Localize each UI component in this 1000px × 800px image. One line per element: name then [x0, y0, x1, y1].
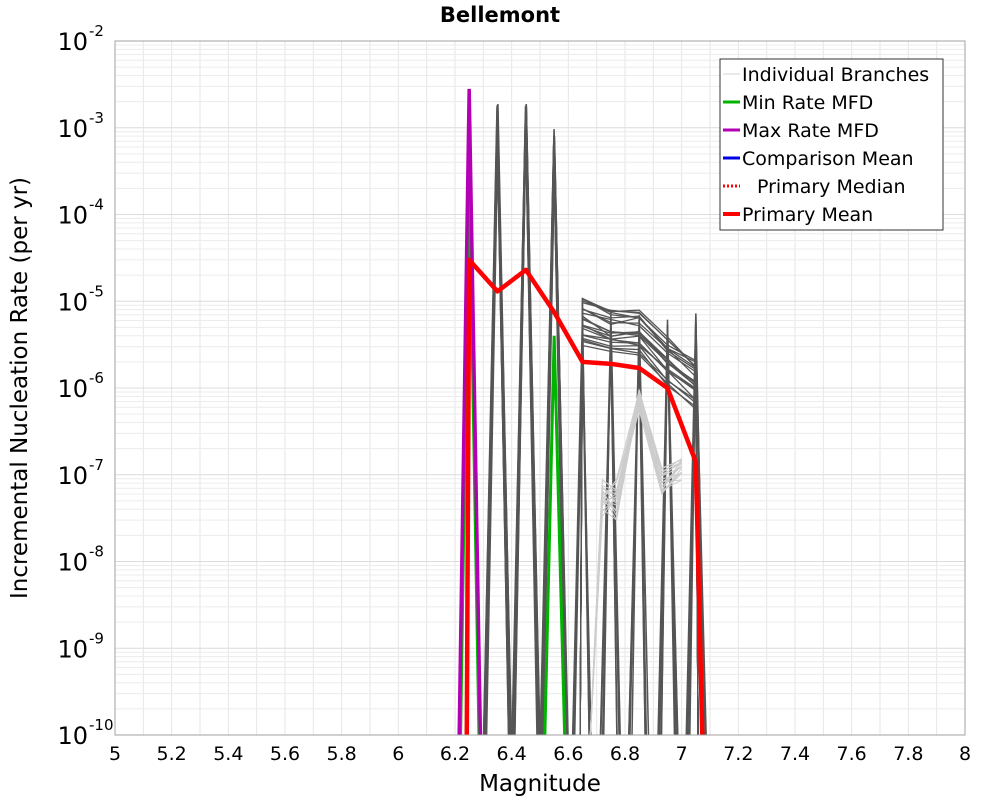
- x-tick-label: 7.8: [893, 743, 923, 765]
- y-tick-base: 10: [57, 28, 88, 56]
- branch-line: [483, 130, 510, 735]
- x-tick-label: 7.4: [780, 743, 810, 765]
- x-tick-label: 6.2: [440, 743, 470, 765]
- y-tick-label: 10 -3: [57, 109, 104, 143]
- x-tick-label: 5.6: [270, 743, 300, 765]
- grid: [114, 41, 966, 736]
- y-tick-base: 10: [57, 635, 88, 663]
- y-tick-exponent: -2: [89, 22, 104, 40]
- branch-line: [631, 315, 650, 735]
- x-tick-label: 5: [109, 743, 121, 765]
- y-tick-label: 10 -2: [57, 22, 104, 56]
- plot-frame: [114, 40, 966, 736]
- chart-title: Bellemont: [440, 3, 560, 27]
- legend-label: Individual Branches: [742, 64, 929, 86]
- branch-line: [659, 319, 678, 735]
- x-axis-title: Magnitude: [479, 771, 601, 797]
- legend-label: Min Rate MFD: [742, 92, 873, 114]
- y-tick-exponent: -3: [89, 109, 104, 127]
- y-tick-exponent: -4: [89, 196, 104, 214]
- y-tick-exponent: -7: [89, 456, 104, 474]
- y-tick-label: 10 -8: [57, 543, 104, 577]
- y-tick-base: 10: [57, 549, 88, 577]
- y-tick-base: 10: [57, 462, 88, 490]
- legend-box: [719, 58, 944, 231]
- primary-mean-line: [464, 257, 705, 735]
- branch-line: [602, 329, 621, 735]
- x-tick-label: 6: [392, 743, 404, 765]
- y-tick-exponent: -9: [89, 629, 104, 647]
- y-tick-label: 10 -6: [57, 369, 104, 403]
- branch-line: [572, 330, 591, 735]
- x-tick-label: 5.8: [327, 743, 357, 765]
- y-axis-title: Incremental Nucleation Rate (per yr): [7, 177, 33, 599]
- legend-label: Primary Mean: [742, 204, 873, 226]
- y-tick-exponent: -8: [89, 543, 104, 561]
- y-tick-label: 10 -4: [57, 196, 104, 230]
- min-rate-line: [543, 335, 567, 735]
- branch-line: [540, 137, 567, 735]
- y-tick-base: 10: [57, 115, 88, 143]
- x-tick-label: 7.2: [723, 743, 753, 765]
- x-tick-label: 6.6: [553, 743, 583, 765]
- y-tick-base: 10: [57, 288, 88, 316]
- x-tick-label: 7: [676, 743, 688, 765]
- legend-label: Comparison Mean: [742, 148, 914, 170]
- x-tick-label: 5.2: [157, 743, 187, 765]
- y-tick-label: 10 -10: [57, 716, 113, 750]
- y-tick-base: 10: [57, 202, 88, 230]
- branch-line: [660, 326, 679, 735]
- x-tick-label: 6.4: [497, 743, 527, 765]
- y-tick-label: 10 -7: [57, 456, 104, 490]
- x-tick-label: 8: [959, 743, 971, 765]
- max-rate-line: [457, 88, 483, 735]
- branch-line: [589, 407, 682, 735]
- y-tick-exponent: -5: [89, 282, 104, 300]
- series: [457, 88, 705, 735]
- y-tick-exponent: -10: [89, 716, 114, 734]
- branch-lines: [482, 104, 707, 735]
- branch-line: [600, 348, 618, 735]
- y-tick-exponent: -6: [89, 369, 104, 387]
- y-tick-label: 10 -9: [57, 629, 104, 663]
- branch-line: [511, 115, 538, 735]
- legend-label: Max Rate MFD: [742, 120, 879, 142]
- y-tick-label: 10 -5: [57, 282, 104, 316]
- x-tick-label: 7.6: [837, 743, 867, 765]
- y-tick-base: 10: [57, 722, 88, 750]
- legend-label: Primary Median: [757, 176, 906, 198]
- branch-line: [629, 332, 648, 735]
- legend: Individual Branches Min Rate MFD Max Rate …: [719, 58, 944, 231]
- x-tick-label: 6.8: [610, 743, 640, 765]
- x-tick-label: 5.4: [213, 743, 243, 765]
- y-tick-base: 10: [57, 375, 88, 403]
